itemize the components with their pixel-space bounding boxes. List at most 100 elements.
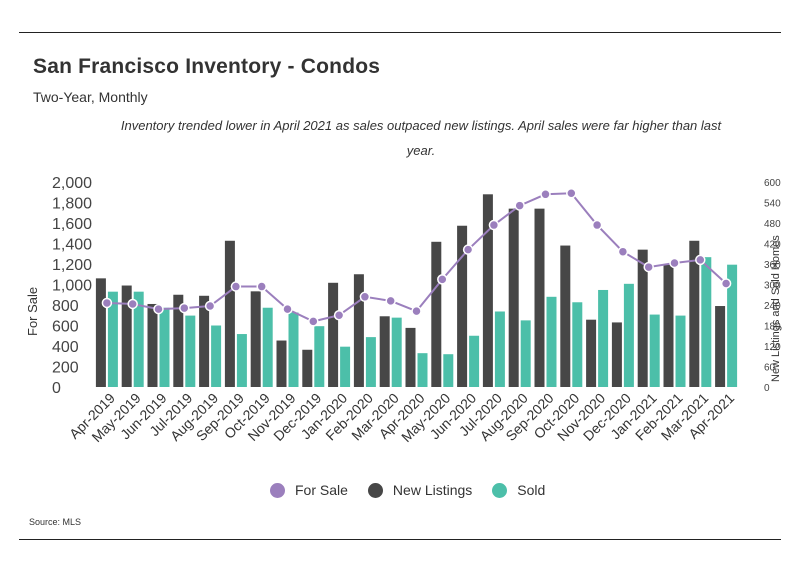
left-tick-label: 200 xyxy=(52,360,79,377)
legend-item-for-sale[interactable]: For Sale xyxy=(270,482,348,498)
sold-bar xyxy=(649,314,660,387)
sold-bar xyxy=(727,264,738,387)
left-tick-label: 400 xyxy=(52,339,79,356)
new-listings-bar xyxy=(508,208,519,387)
left-tick-label: 0 xyxy=(52,380,61,397)
sold-bar xyxy=(365,337,376,387)
for-sale-point xyxy=(179,302,190,314)
left-axis-title: For Sale xyxy=(25,287,40,336)
sold-bar xyxy=(494,311,505,387)
new-listings-bar xyxy=(689,240,700,387)
for-sale-point xyxy=(669,257,680,269)
sold-bar xyxy=(391,317,402,387)
bottom-rule xyxy=(19,539,781,540)
sold-bar xyxy=(314,326,325,387)
new-listings-bar xyxy=(663,264,674,387)
sold-bar xyxy=(417,353,428,387)
sold-bar xyxy=(107,291,118,387)
sold-bar xyxy=(133,291,144,387)
legend-item-sold[interactable]: Sold xyxy=(492,482,545,498)
for-sale-point xyxy=(230,281,242,292)
right-tick-label: 120 xyxy=(764,342,781,353)
left-tick-label: 800 xyxy=(52,298,79,315)
left-tick-label: 600 xyxy=(52,319,79,336)
new-listings-bar xyxy=(534,208,545,387)
new-listings-bar xyxy=(482,194,493,387)
new-listings-bar xyxy=(328,282,339,387)
for-sale-swatch-icon xyxy=(270,482,285,498)
chart-title: San Francisco Inventory - Condos xyxy=(33,55,381,78)
sold-bar xyxy=(262,307,273,387)
new-listings-swatch-icon xyxy=(367,482,383,498)
sold-bar xyxy=(340,346,351,387)
for-sale-point xyxy=(617,246,629,257)
legend-item-new-listings[interactable]: New Listings xyxy=(367,482,473,498)
right-tick-label: 540 xyxy=(764,199,781,210)
sold-bar xyxy=(159,307,170,387)
legend-label-for-sale: For Sale xyxy=(295,482,348,498)
for-sale-point xyxy=(488,219,500,231)
left-tick-label: 1,400 xyxy=(52,237,92,254)
source-note: Source: MLS xyxy=(29,517,82,527)
left-tick-label: 1,600 xyxy=(52,216,92,233)
right-tick-label: 360 xyxy=(764,260,781,271)
for-sale-point xyxy=(153,303,164,315)
for-sale-point xyxy=(514,200,525,211)
for-sale-point xyxy=(204,300,216,312)
sold-bar xyxy=(288,312,299,387)
sold-bar xyxy=(546,296,557,387)
new-listings-bar xyxy=(276,340,287,387)
legend-label-sold: Sold xyxy=(517,482,546,498)
for-sale-point xyxy=(333,310,345,321)
sold-bar xyxy=(443,354,454,387)
for-sale-point xyxy=(411,305,422,317)
for-sale-point xyxy=(695,254,706,266)
for-sale-point xyxy=(256,281,267,292)
right-tick-label: 240 xyxy=(764,301,781,312)
legend: For Sale New Listings Sold xyxy=(270,482,565,498)
sold-bar xyxy=(185,315,196,387)
sold-bar xyxy=(520,320,531,387)
left-tick-label: 1,000 xyxy=(52,278,92,295)
right-tick-label: 60 xyxy=(764,363,776,374)
chart-note: Inventory trended lower in April 2021 as… xyxy=(120,118,722,158)
new-listings-bar xyxy=(121,285,132,387)
left-tick-label: 1,800 xyxy=(52,196,92,213)
for-sale-point xyxy=(127,298,138,310)
sold-bar xyxy=(623,283,634,387)
sold-bar xyxy=(211,325,222,387)
new-listings-bar xyxy=(353,274,364,387)
for-sale-point xyxy=(720,278,732,289)
new-listings-bar xyxy=(586,319,597,387)
for-sale-point xyxy=(566,188,577,199)
new-listings-bar xyxy=(457,225,468,387)
for-sale-point xyxy=(462,244,474,255)
new-listings-bar xyxy=(611,322,622,387)
sold-bar xyxy=(675,315,686,387)
right-tick-label: 420 xyxy=(764,240,781,251)
right-tick-label: 480 xyxy=(764,219,781,230)
for-sale-point xyxy=(359,291,371,303)
sold-swatch-icon xyxy=(492,482,508,498)
for-sale-point xyxy=(385,295,396,307)
left-tick-label: 1,200 xyxy=(52,257,92,274)
for-sale-point xyxy=(308,316,319,327)
for-sale-point xyxy=(101,297,113,309)
for-sale-point xyxy=(437,274,448,285)
new-listings-bar xyxy=(405,327,416,387)
new-listings-bar xyxy=(302,349,313,387)
new-listings-bar xyxy=(173,294,184,387)
legend-label-new-listings: New Listings xyxy=(392,482,473,498)
chart-subtitle: Two-Year, Monthly xyxy=(33,89,148,105)
new-listings-bar xyxy=(379,316,390,387)
for-sale-point xyxy=(282,303,293,315)
right-tick-label: 180 xyxy=(764,322,781,333)
sold-bar xyxy=(572,302,583,387)
new-listings-bar xyxy=(224,240,235,387)
right-tick-label: 300 xyxy=(764,281,781,292)
new-listings-bar xyxy=(250,291,261,387)
new-listings-bar xyxy=(715,306,726,387)
for-sale-point xyxy=(540,189,551,200)
new-listings-bar xyxy=(560,245,571,387)
